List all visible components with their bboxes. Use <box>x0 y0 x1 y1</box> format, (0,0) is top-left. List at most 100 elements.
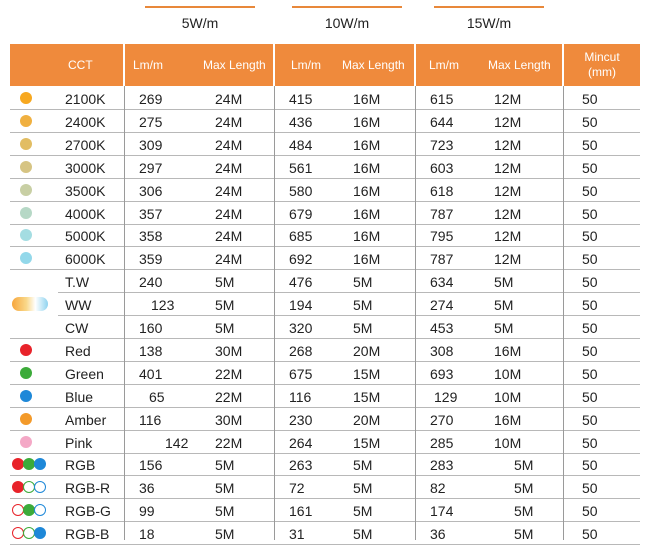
cell-lm15: 36 <box>430 526 446 543</box>
table-row: 2400K 275 24M 436 16M 644 12M 50 <box>10 110 640 133</box>
cell-lm5: 358 <box>139 228 163 245</box>
color-dot-icon <box>20 183 32 196</box>
cell-len10: 16M <box>353 228 381 245</box>
group-5w: 5W/m <box>145 0 255 40</box>
cell-len10: 16M <box>353 159 381 176</box>
cell-mincut: 50 <box>582 320 598 336</box>
cell-name: RGB-R <box>65 480 111 497</box>
table-row: 6000K 359 24M 692 16M 787 12M 50 <box>10 247 640 271</box>
table-row: 3500K 306 24M 580 16M 618 12M 50 <box>10 179 640 202</box>
cell-len15: 10M <box>494 434 522 451</box>
cell-len15: 16M <box>494 411 522 428</box>
cell-len15: 12M <box>494 91 522 107</box>
cell-len5: 22M <box>215 434 243 451</box>
header-maxlen-5w: Max Length <box>203 58 266 72</box>
cell-len5: 24M <box>215 91 243 107</box>
cell-mincut: 50 <box>582 251 598 268</box>
cell-lm10: 263 <box>289 457 313 474</box>
cell-mincut: 50 <box>582 205 598 222</box>
cell-lm10: 116 <box>289 388 312 405</box>
color-dot-icon <box>20 343 32 356</box>
cell-name: CW <box>65 320 89 336</box>
cell-len15: 5M <box>494 297 514 314</box>
cell-len15: 10M <box>494 388 522 405</box>
cell-lm15: 787 <box>430 205 454 222</box>
color-dot-icon <box>20 137 32 150</box>
table-row: Blue 65 22M 116 15M 129 10M 50 <box>10 385 640 408</box>
cell-name: Green <box>65 365 104 382</box>
cell-name: 2700K <box>65 136 106 153</box>
cell-lm5: 240 <box>139 274 163 291</box>
cell-lm10: 692 <box>289 251 313 268</box>
cell-len5: 24M <box>215 159 243 176</box>
color-dot-icon <box>20 229 32 242</box>
header-15w-cell: Lm/m Max Length <box>416 44 562 86</box>
cell-lm15: 308 <box>430 342 454 359</box>
cell-lm10: 31 <box>289 526 305 543</box>
row-divider <box>58 315 640 317</box>
cell-len15: 10M <box>494 365 522 382</box>
cell-lm15: 723 <box>430 136 454 153</box>
cell-mincut: 50 <box>582 91 598 107</box>
row-divider <box>10 521 640 523</box>
cell-name: Blue <box>65 388 94 405</box>
cell-lm15: 270 <box>430 411 454 428</box>
row-divider <box>10 177 640 179</box>
cell-len5: 5M <box>215 480 235 497</box>
cell-name: WW <box>65 297 92 314</box>
cell-lm15: 283 <box>430 457 454 474</box>
cell-len15: 5M <box>494 320 514 336</box>
cell-mincut: 50 <box>582 113 598 130</box>
cell-mincut: 50 <box>582 342 598 359</box>
cell-name: 5000K <box>65 228 106 245</box>
header-5w-cell: Lm/m Max Length <box>125 44 273 86</box>
cell-len5: 5M <box>215 320 235 336</box>
row-divider <box>10 246 640 248</box>
cell-name: 2100K <box>65 91 106 107</box>
cell-len5: 24M <box>215 228 243 245</box>
cell-lm5: 18 <box>139 526 155 543</box>
color-dot-icon <box>20 389 32 402</box>
cell-mincut: 50 <box>582 526 598 543</box>
cell-len15: 5M <box>514 526 534 543</box>
row-divider <box>10 452 640 454</box>
rgb-dot-icon <box>34 527 46 540</box>
table-row: 5000K 358 24M 685 16M 795 12M 50 <box>10 224 640 248</box>
row-divider <box>10 383 640 385</box>
table-row: RGB 156 5M 263 5M 283 5M 50 <box>10 453 640 477</box>
cell-len10: 16M <box>353 182 381 199</box>
group-10w: 10W/m <box>292 0 402 40</box>
table-row: Amber 116 30M 230 20M 270 16M 50 <box>10 408 640 431</box>
cell-lm15: 453 <box>430 320 454 336</box>
cell-mincut: 50 <box>582 228 598 245</box>
cell-mincut: 50 <box>582 159 598 176</box>
row-divider <box>10 154 640 156</box>
table-row: Green 401 22M 675 15M 693 10M 50 <box>10 362 640 385</box>
cell-lm15: 795 <box>430 228 454 245</box>
cell-name: 3500K <box>65 182 106 199</box>
cell-len5: 22M <box>215 365 243 382</box>
cell-len15: 5M <box>514 480 534 497</box>
cell-lm10: 72 <box>289 480 305 497</box>
rgb-dot-icon <box>23 504 35 517</box>
cell-len15: 16M <box>494 342 522 359</box>
cell-len10: 15M <box>353 388 381 405</box>
cell-lm15: 129 <box>434 388 458 405</box>
cell-len10: 16M <box>353 113 381 130</box>
cell-len15: 12M <box>494 228 522 245</box>
cell-lm5: 401 <box>139 365 163 382</box>
cell-lm15: 618 <box>430 182 454 199</box>
row-divider <box>10 131 640 133</box>
cell-len10: 5M <box>353 526 373 543</box>
cell-len15: 12M <box>494 251 522 268</box>
cell-lm10: 476 <box>289 274 313 291</box>
cell-len10: 20M <box>353 342 381 359</box>
cell-mincut: 50 <box>582 457 598 474</box>
cell-lm10: 264 <box>289 434 313 451</box>
header-cct: CCT <box>68 58 93 72</box>
cell-mincut: 50 <box>582 503 598 520</box>
header-maxlen-15w: Max Length <box>488 58 551 72</box>
header-10w-cell: Lm/m Max Length <box>275 44 414 86</box>
cell-len5: 30M <box>215 411 243 428</box>
table-row: T.W 240 5M 476 5M 634 5M 50 <box>10 270 640 294</box>
